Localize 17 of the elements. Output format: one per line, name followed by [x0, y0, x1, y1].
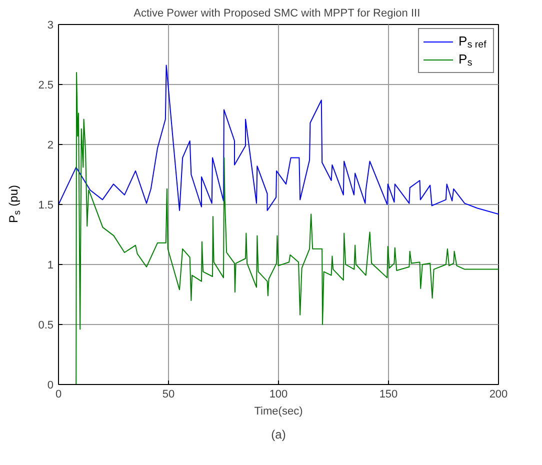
y-axis-title: Ps (pu) [6, 185, 22, 224]
y-tick-label: 3 [47, 20, 54, 32]
y-tick-label: 0 [47, 380, 54, 392]
x-tick-label: 0 [55, 388, 62, 400]
text: (a) [271, 428, 286, 442]
y-tick-label: 1.5 [38, 200, 54, 212]
line-series [58, 64, 498, 215]
y-tick-label: 1 [47, 260, 54, 272]
x-tick-label: 50 [162, 388, 175, 400]
chart-title: Active Power with Proposed SMC with MPPT for Region III [134, 8, 420, 20]
x-tick-label: 150 [379, 388, 398, 400]
x-axis-title: Time(sec) [254, 406, 303, 418]
x-tick-label: 100 [269, 388, 288, 400]
y-tick-label: 0.5 [38, 320, 54, 332]
y-tick-label: 2 [47, 140, 54, 152]
x-tick-label: 200 [489, 388, 508, 400]
y-tick-label: 2.5 [38, 80, 54, 92]
